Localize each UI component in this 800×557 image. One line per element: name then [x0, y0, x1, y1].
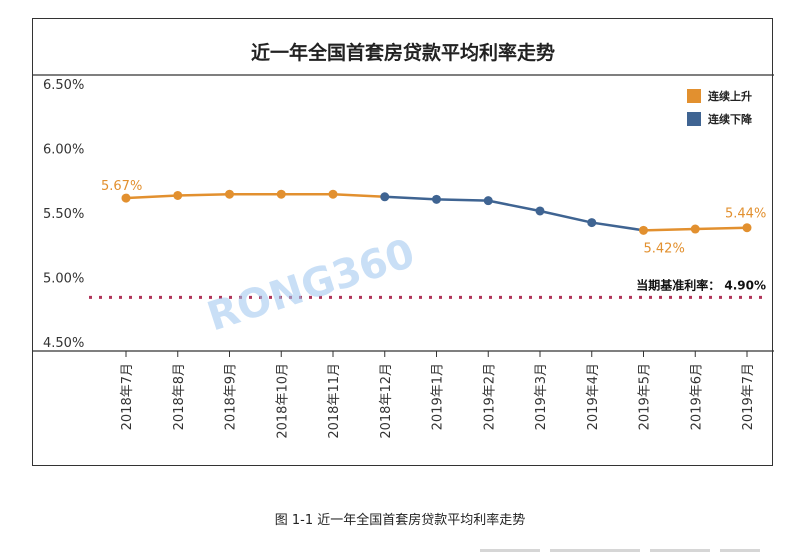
- data-label: 5.44%: [725, 207, 766, 222]
- x-tick-label: 2019年1月: [431, 363, 446, 430]
- data-point: [121, 193, 131, 203]
- data-point: [483, 196, 493, 206]
- y-tick-label: 6.50%: [43, 78, 84, 93]
- x-tick-label: 2018年10月: [275, 363, 290, 439]
- x-tick-label: 2018年11月: [327, 363, 342, 439]
- data-point: [328, 189, 338, 199]
- data-point: [173, 190, 183, 200]
- x-tick-label: 2019年5月: [638, 363, 653, 430]
- data-point: [380, 192, 390, 202]
- footnote-faded-text: [480, 540, 780, 552]
- x-tick-label: 2019年7月: [741, 363, 756, 430]
- data-point: [690, 224, 700, 234]
- series-line-连续上升: [125, 192, 385, 200]
- watermark-text: RONG360: [202, 230, 420, 340]
- y-tick-label: 5.00%: [43, 272, 84, 287]
- x-tick-label: 2018年8月: [172, 363, 187, 430]
- legend-swatch: [687, 112, 701, 126]
- data-point: [742, 223, 752, 233]
- x-tick-label: 2019年2月: [482, 363, 497, 430]
- data-point: [639, 225, 648, 235]
- x-tick-label: 2019年6月: [689, 363, 704, 430]
- x-tick-label: 2019年4月: [586, 363, 601, 430]
- x-tick-label: 2018年7月: [120, 363, 135, 430]
- data-point: [276, 189, 286, 199]
- y-tick-label: 4.50%: [43, 336, 84, 351]
- data-point: [432, 194, 441, 204]
- x-tick-label: 2018年12月: [379, 363, 394, 439]
- data-point: [587, 218, 597, 228]
- data-point: [535, 206, 545, 216]
- legend-swatch: [687, 89, 701, 103]
- legend-label: 连续下降: [708, 112, 753, 126]
- data-point: [225, 189, 234, 199]
- line-chart: 近一年全国首套房贷款平均利率走势 6.50% 6.00% 5.50% 5.00% 4.50…: [33, 41, 774, 439]
- reference-line-label: 当期基准利率： 4.90%: [636, 277, 766, 292]
- chart-title: 近一年全国首套房贷款平均利率走势: [251, 41, 555, 64]
- data-label: 5.67%: [101, 179, 142, 194]
- y-tick-label: 5.50%: [43, 207, 84, 222]
- series-line-连续下降: [384, 195, 644, 232]
- y-tick-label: 6.00%: [43, 143, 84, 158]
- legend-label: 连续上升: [708, 89, 752, 103]
- x-tick-label: 2019年3月: [534, 363, 549, 430]
- x-tick-label: 2018年9月: [224, 363, 239, 430]
- figure-caption: 图 1-1 近一年全国首套房贷款平均利率走势: [274, 513, 526, 528]
- data-label: 5.42%: [644, 241, 685, 256]
- chart-frame: 近一年全国首套房贷款平均利率走势 6.50% 6.00% 5.50% 5.00% 4.50…: [32, 18, 774, 466]
